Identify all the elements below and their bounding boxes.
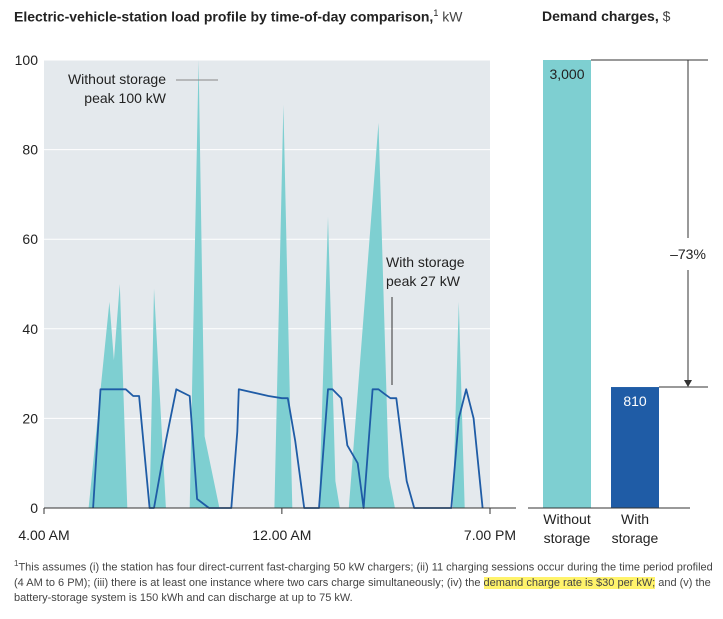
unit-dollar: $ <box>662 8 671 24</box>
y-tick-label: 0 <box>30 500 38 516</box>
x-tick-label: 7.00 PM <box>464 527 516 543</box>
annotation-without-storage: Without storage <box>68 71 166 87</box>
without-storage-area <box>88 60 465 508</box>
annotation-with-peak: peak 27 kW <box>386 273 461 289</box>
annotation-without-peak: peak 100 kW <box>84 90 166 106</box>
footnote-text-after: and (v) the battery-storage system is 15… <box>14 576 711 604</box>
x-tick-label: 12.00 AM <box>252 527 311 543</box>
y-tick-label: 80 <box>22 142 38 158</box>
bar-category-label: With <box>621 511 649 527</box>
y-tick-label: 100 <box>15 52 39 68</box>
bar-category-label: storage <box>612 530 659 546</box>
bar-value-label: 3,000 <box>549 66 584 82</box>
footnote-mark: 1 <box>433 8 439 18</box>
footnote: 1This assumes (i) the station has four d… <box>14 556 714 606</box>
demand-charges-title: Demand charges, $ <box>542 8 671 24</box>
bar-without-storage <box>543 60 591 508</box>
footnote-number: 1 <box>14 559 19 568</box>
bar-category-label: storage <box>544 530 591 546</box>
x-tick-label: 4.00 AM <box>18 527 69 543</box>
footnote-highlight: demand charge rate is $30 per kW; <box>483 576 656 589</box>
bar-with-storage <box>611 387 659 508</box>
load-profile-title: Electric-vehicle-station load profile by… <box>14 8 463 25</box>
annotation-with-storage: With storage <box>386 254 465 270</box>
unit-kw: kW <box>442 8 463 25</box>
footnote-text-before: This assumes (i) the station has four di… <box>14 561 713 589</box>
bar-value-label: 810 <box>623 393 647 409</box>
bar-category-label: Without <box>543 511 591 527</box>
y-tick-label: 40 <box>22 321 38 337</box>
change-arrow-head <box>684 380 692 388</box>
y-tick-label: 60 <box>22 231 38 247</box>
change-percent-label: –73% <box>670 246 706 262</box>
y-tick-label: 20 <box>22 410 38 426</box>
